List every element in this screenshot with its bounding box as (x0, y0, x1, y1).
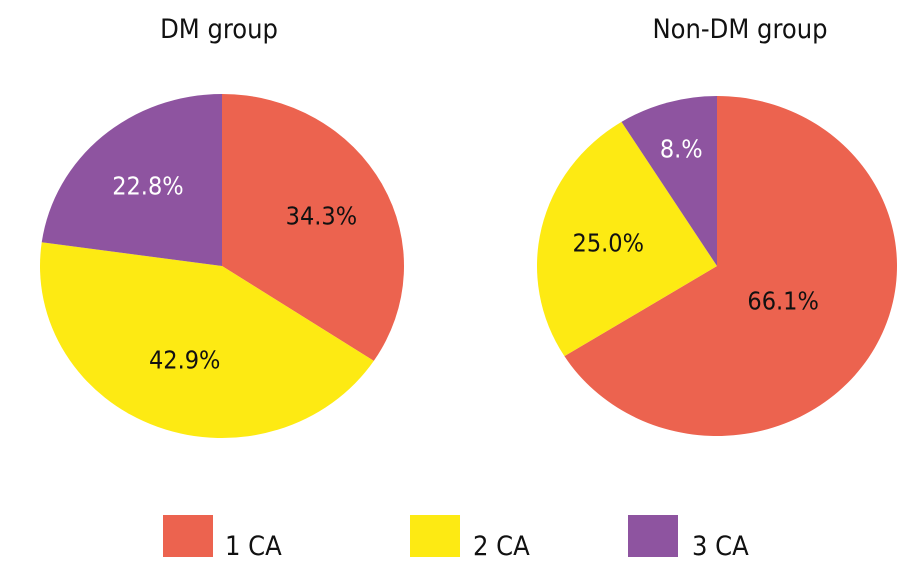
slice-label: 8.% (660, 134, 703, 163)
legend-swatch-1ca (163, 515, 213, 557)
slice-label: 22.8% (112, 172, 183, 201)
legend-label-1ca: 1 CA (225, 531, 282, 562)
legend-label-2ca: 2 CA (473, 531, 530, 562)
legend-label-3ca: 3 CA (692, 531, 749, 562)
chart-title-dm: DM group (160, 14, 278, 45)
chart-title-non-dm: Non-DM group (652, 14, 827, 45)
slice-label: 25.0% (573, 228, 644, 257)
slice-label: 42.9% (149, 345, 220, 374)
pie-slice-2ca (537, 121, 717, 357)
pie-slice-2ca (40, 242, 374, 439)
legend-swatch-3ca (628, 515, 678, 557)
pie-slice-1ca (222, 94, 404, 361)
slice-label: 66.1% (747, 287, 818, 316)
slice-label: 34.3% (286, 202, 357, 231)
pie-slice-3ca (621, 96, 717, 266)
legend-swatch-2ca (410, 515, 460, 557)
pie-slice-1ca (564, 95, 898, 436)
pie-slice-3ca (41, 94, 222, 266)
